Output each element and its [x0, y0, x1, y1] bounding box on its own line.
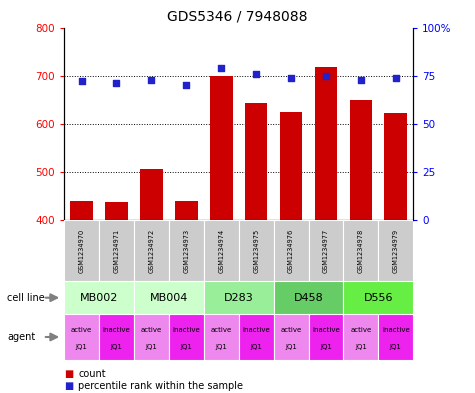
Text: GSM1234970: GSM1234970 — [78, 228, 85, 273]
Bar — [64, 220, 99, 281]
Bar — [175, 201, 198, 220]
Bar — [204, 220, 238, 281]
Text: ■: ■ — [64, 369, 73, 379]
Text: MB004: MB004 — [150, 293, 188, 303]
Bar — [210, 75, 233, 220]
Text: percentile rank within the sample: percentile rank within the sample — [78, 381, 243, 391]
Text: JQ1: JQ1 — [111, 344, 123, 350]
Bar — [64, 281, 134, 314]
Text: JQ1: JQ1 — [390, 344, 402, 350]
Text: cell line: cell line — [7, 293, 45, 303]
Text: active: active — [350, 327, 371, 333]
Bar — [343, 281, 413, 314]
Point — [357, 76, 365, 83]
Bar — [343, 220, 379, 281]
Text: inactive: inactive — [172, 327, 200, 333]
Bar — [309, 314, 343, 360]
Text: inactive: inactive — [242, 327, 270, 333]
Bar — [274, 220, 309, 281]
Text: GSM1234979: GSM1234979 — [393, 228, 399, 273]
Bar — [204, 281, 274, 314]
Text: D458: D458 — [294, 293, 323, 303]
Bar — [245, 103, 267, 220]
Text: JQ1: JQ1 — [145, 344, 157, 350]
Bar — [105, 202, 128, 220]
Text: GSM1234971: GSM1234971 — [114, 228, 120, 273]
Bar — [274, 314, 309, 360]
Bar — [274, 281, 343, 314]
Text: inactive: inactive — [382, 327, 409, 333]
Text: GSM1234975: GSM1234975 — [253, 228, 259, 273]
Text: active: active — [210, 327, 232, 333]
Text: inactive: inactive — [103, 327, 130, 333]
Bar — [314, 68, 337, 220]
Point — [322, 72, 330, 79]
Bar — [70, 201, 93, 220]
Bar — [134, 314, 169, 360]
Bar — [99, 314, 134, 360]
Text: JQ1: JQ1 — [320, 344, 332, 350]
Bar — [384, 113, 407, 220]
Bar — [204, 314, 238, 360]
Text: GSM1234973: GSM1234973 — [183, 228, 190, 273]
Bar — [99, 220, 134, 281]
Text: GSM1234978: GSM1234978 — [358, 228, 364, 273]
Text: agent: agent — [7, 332, 35, 342]
Text: count: count — [78, 369, 106, 379]
Point — [218, 65, 225, 71]
Text: active: active — [280, 327, 302, 333]
Text: JQ1: JQ1 — [215, 344, 227, 350]
Text: GDS5346 / 7948088: GDS5346 / 7948088 — [167, 10, 308, 24]
Text: D283: D283 — [224, 293, 254, 303]
Text: ■: ■ — [64, 381, 73, 391]
Point — [113, 80, 120, 86]
Point — [148, 76, 155, 83]
Text: D556: D556 — [363, 293, 393, 303]
Bar — [379, 314, 413, 360]
Text: JQ1: JQ1 — [250, 344, 262, 350]
Bar — [309, 220, 343, 281]
Text: GSM1234972: GSM1234972 — [148, 228, 154, 273]
Bar — [140, 169, 163, 220]
Text: MB002: MB002 — [80, 293, 118, 303]
Bar — [379, 220, 413, 281]
Point — [182, 82, 190, 88]
Text: active: active — [71, 327, 92, 333]
Point — [287, 74, 295, 81]
Bar — [350, 100, 372, 220]
Text: GSM1234976: GSM1234976 — [288, 228, 294, 273]
Text: JQ1: JQ1 — [285, 344, 297, 350]
Bar — [280, 112, 303, 220]
Text: inactive: inactive — [312, 327, 340, 333]
Bar — [134, 220, 169, 281]
Bar — [169, 314, 204, 360]
Bar — [134, 281, 204, 314]
Text: GSM1234974: GSM1234974 — [218, 228, 224, 273]
Text: GSM1234977: GSM1234977 — [323, 228, 329, 273]
Bar — [238, 220, 274, 281]
Point — [252, 71, 260, 77]
Text: JQ1: JQ1 — [180, 344, 192, 350]
Bar — [64, 314, 99, 360]
Text: active: active — [141, 327, 162, 333]
Point — [78, 78, 86, 84]
Bar — [238, 314, 274, 360]
Point — [392, 74, 399, 81]
Text: JQ1: JQ1 — [76, 344, 87, 350]
Bar — [343, 314, 379, 360]
Bar — [169, 220, 204, 281]
Text: JQ1: JQ1 — [355, 344, 367, 350]
